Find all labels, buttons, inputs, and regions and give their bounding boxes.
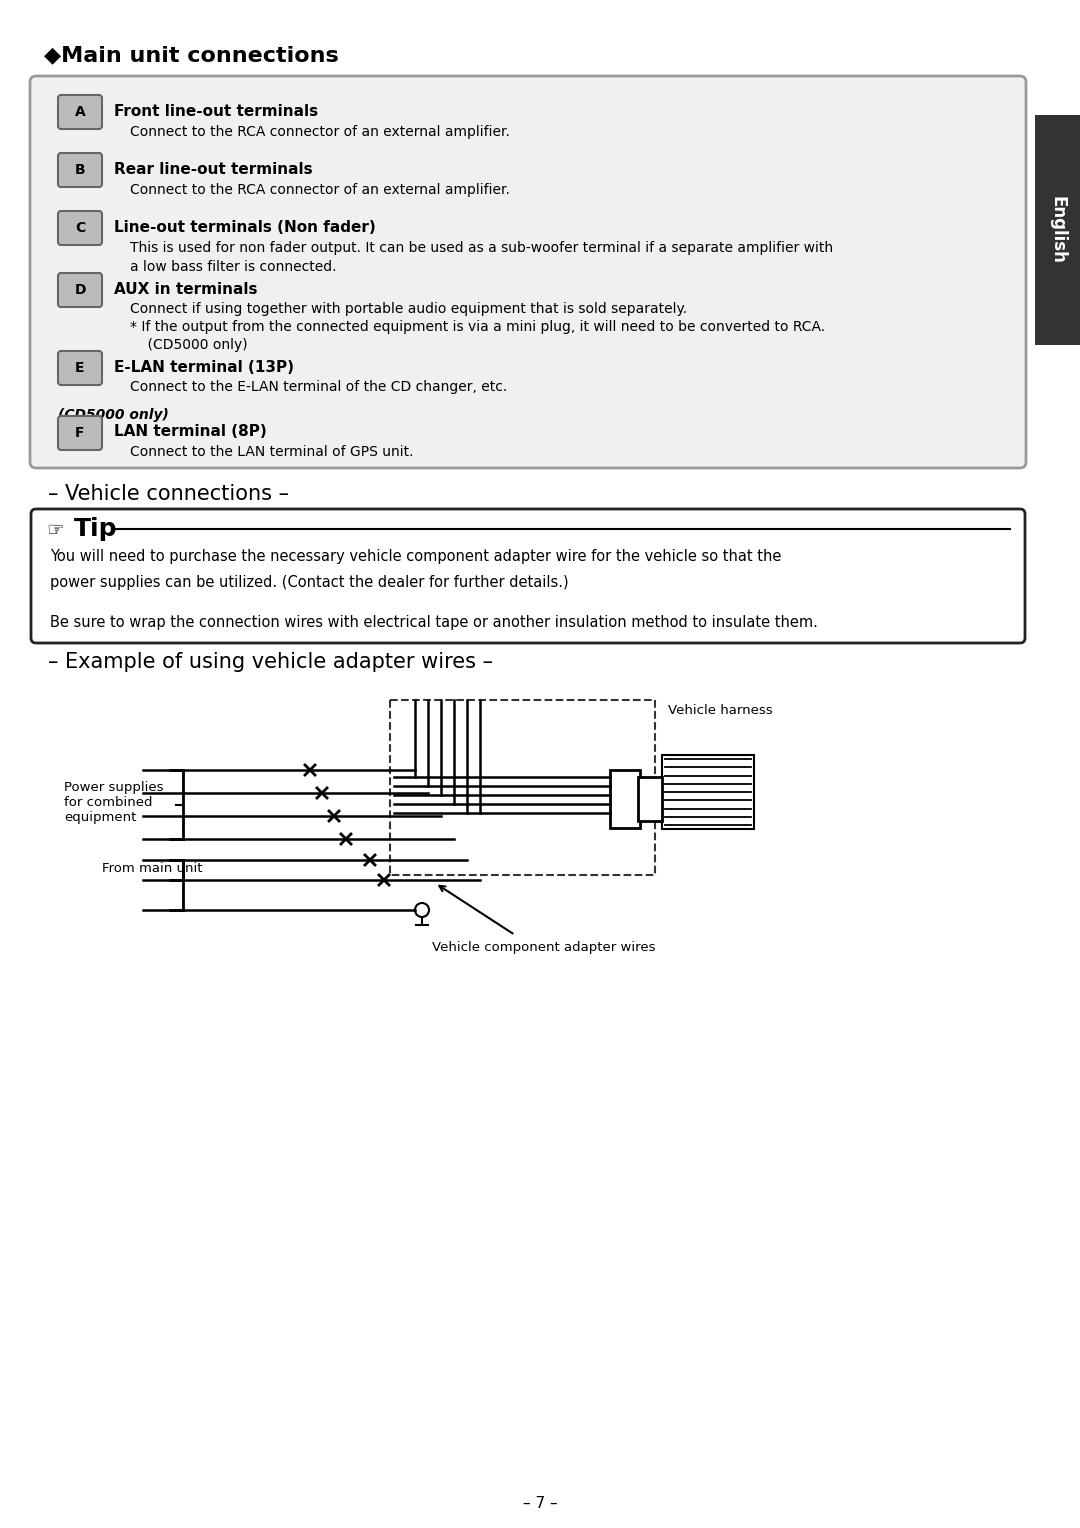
Text: E: E [76, 361, 84, 374]
Text: C: C [75, 222, 85, 235]
Bar [662, 755, 754, 830]
Text: You will need to purchase the necessary vehicle component adapter wire for the v: You will need to purchase the necessary … [50, 550, 781, 564]
Text: English: English [1048, 196, 1066, 264]
Text: Connect to the RCA connector of an external amplifier.: Connect to the RCA connector of an exter… [130, 125, 510, 139]
Bar [610, 770, 640, 828]
Text: ☞: ☞ [46, 521, 64, 539]
Text: Power supplies
for combined
equipment: Power supplies for combined equipment [64, 781, 163, 824]
Text: Vehicle component adapter wires: Vehicle component adapter wires [432, 941, 656, 955]
Text: Rear line-out terminals: Rear line-out terminals [114, 162, 312, 177]
Text: Vehicle harness: Vehicle harness [669, 703, 772, 717]
Text: From main unit: From main unit [102, 862, 203, 874]
Text: Line-out terminals (Non fader): Line-out terminals (Non fader) [114, 220, 376, 234]
Text: – Example of using vehicle adapter wires –: – Example of using vehicle adapter wires… [48, 652, 492, 672]
Bar [638, 778, 662, 821]
Text: A: A [75, 105, 85, 119]
Text: power supplies can be utilized. (Contact the dealer for further details.): power supplies can be utilized. (Contact… [50, 576, 569, 590]
Text: (CD5000 only): (CD5000 only) [58, 408, 168, 422]
FancyBboxPatch shape [58, 153, 102, 186]
Text: AUX in terminals: AUX in terminals [114, 281, 257, 296]
FancyBboxPatch shape [30, 76, 1026, 468]
Text: E-LAN terminal (13P): E-LAN terminal (13P) [114, 359, 294, 374]
Text: LAN terminal (8P): LAN terminal (8P) [114, 425, 267, 440]
FancyBboxPatch shape [58, 95, 102, 128]
Text: a low bass filter is connected.: a low bass filter is connected. [130, 260, 337, 274]
Text: Connect if using together with portable audio equipment that is sold separately.: Connect if using together with portable … [130, 303, 687, 316]
FancyBboxPatch shape [58, 416, 102, 451]
FancyBboxPatch shape [58, 351, 102, 385]
Text: – Vehicle connections –: – Vehicle connections – [48, 484, 289, 504]
Text: D: D [75, 283, 85, 296]
Bar [1035, 115, 1080, 345]
FancyBboxPatch shape [31, 509, 1025, 643]
Text: Front line-out terminals: Front line-out terminals [114, 104, 319, 119]
Text: Connect to the E-LAN terminal of the CD changer, etc.: Connect to the E-LAN terminal of the CD … [130, 380, 508, 394]
Text: Connect to the RCA connector of an external amplifier.: Connect to the RCA connector of an exter… [130, 183, 510, 197]
Text: Connect to the LAN terminal of GPS unit.: Connect to the LAN terminal of GPS unit. [130, 445, 414, 458]
Text: Be sure to wrap the connection wires with electrical tape or another insulation : Be sure to wrap the connection wires wit… [50, 614, 818, 630]
Text: * If the output from the connected equipment is via a mini plug, it will need to: * If the output from the connected equip… [130, 319, 825, 335]
Text: (CD5000 only): (CD5000 only) [130, 338, 247, 351]
Text: ◆Main unit connections: ◆Main unit connections [44, 44, 339, 66]
Text: Tip: Tip [75, 516, 118, 541]
Text: – 7 –: – 7 – [523, 1496, 557, 1511]
Bar [390, 700, 654, 876]
FancyBboxPatch shape [58, 211, 102, 244]
Text: F: F [76, 426, 84, 440]
Text: This is used for non fader output. It can be used as a sub-woofer terminal if a : This is used for non fader output. It ca… [130, 241, 833, 255]
Text: B: B [75, 163, 85, 177]
FancyBboxPatch shape [58, 274, 102, 307]
